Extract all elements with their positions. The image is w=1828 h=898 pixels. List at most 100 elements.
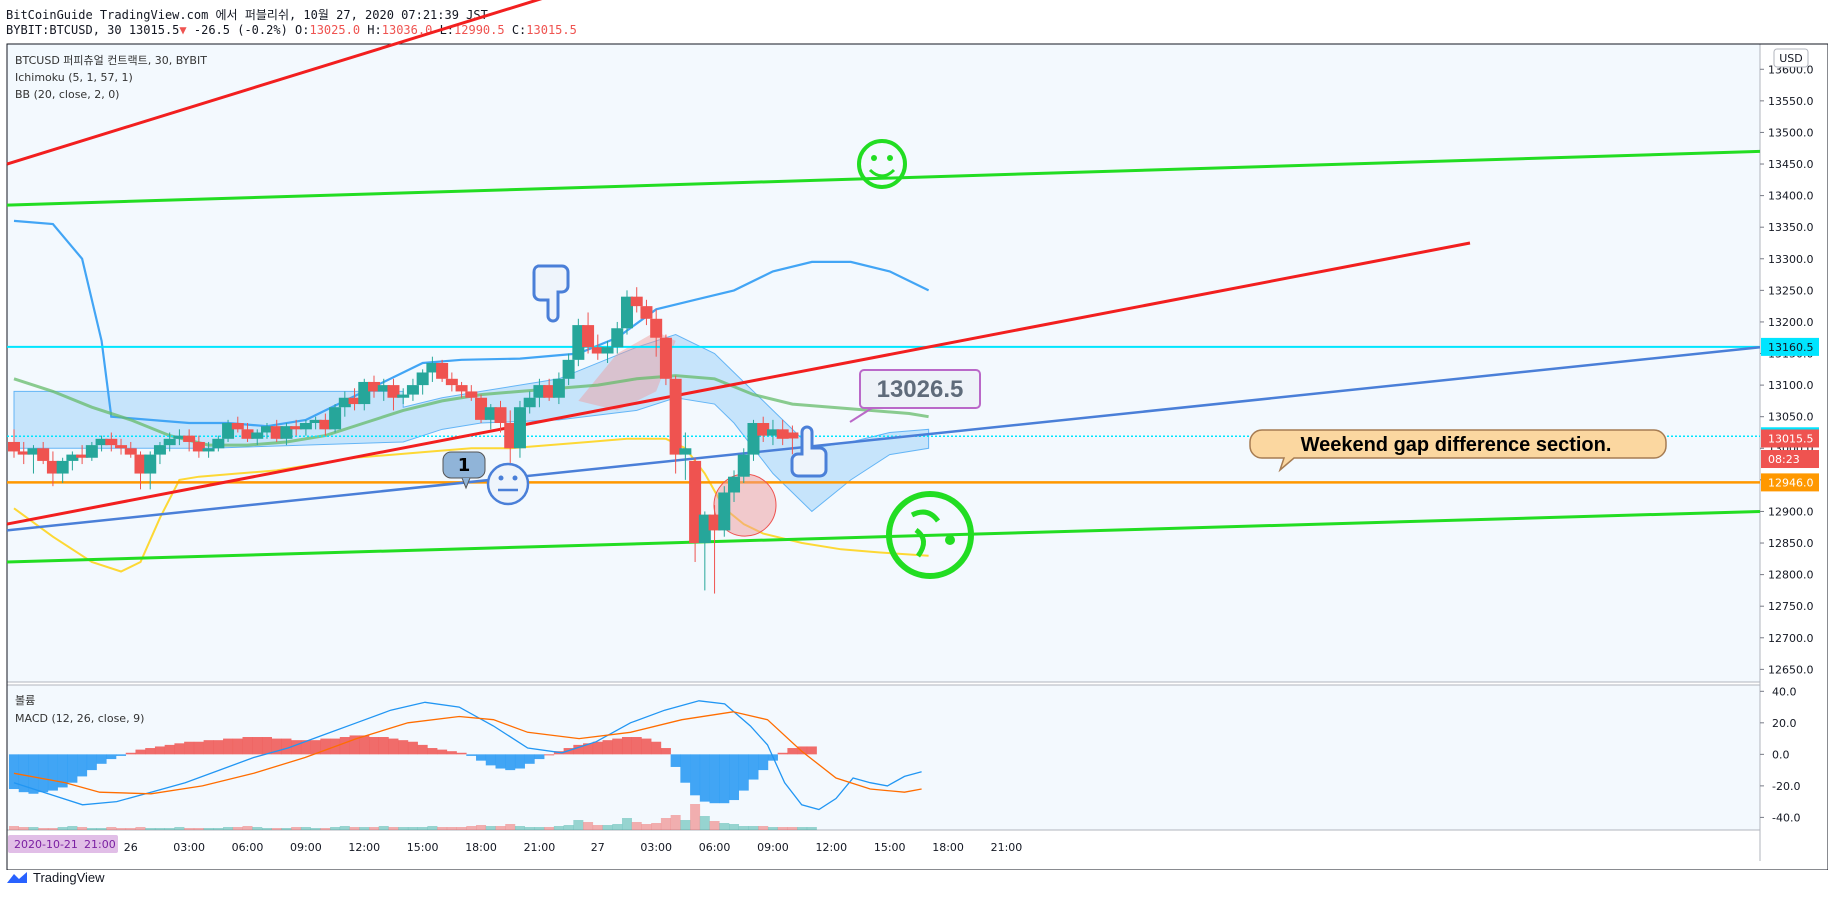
candle-body[interactable] <box>416 372 429 386</box>
candle-body[interactable] <box>299 423 312 430</box>
candle-body[interactable] <box>406 385 419 395</box>
candle-body[interactable] <box>46 460 59 474</box>
volume-bar <box>738 826 749 830</box>
candle-body[interactable] <box>757 423 770 436</box>
candle-body[interactable] <box>85 445 98 458</box>
candle-body[interactable] <box>76 454 89 458</box>
candle-body[interactable] <box>582 325 595 348</box>
candle-body[interactable] <box>708 514 721 531</box>
candle-body[interactable] <box>66 454 79 461</box>
candle-body[interactable] <box>572 325 585 360</box>
candle-body[interactable] <box>679 448 692 455</box>
time-tick-label: 06:00 <box>232 841 264 854</box>
candle-body[interactable] <box>523 397 536 408</box>
candle-body[interactable] <box>329 407 342 430</box>
candle-body[interactable] <box>124 448 137 455</box>
candle-body[interactable] <box>728 476 741 493</box>
candle-body[interactable] <box>270 426 283 439</box>
candle-body[interactable] <box>698 514 711 544</box>
candle-body[interactable] <box>134 454 147 474</box>
candle-body[interactable] <box>436 363 449 379</box>
macd-histogram-bar <box>339 737 350 755</box>
candle-body[interactable] <box>552 378 565 398</box>
candle-body[interactable] <box>309 419 322 424</box>
candle-body[interactable] <box>115 445 128 449</box>
candle-body[interactable] <box>251 432 264 439</box>
candle-body[interactable] <box>484 407 497 420</box>
candle-body[interactable] <box>776 429 789 439</box>
candle-body[interactable] <box>192 441 205 452</box>
candle-body[interactable] <box>513 407 526 449</box>
candle-body[interactable] <box>183 435 196 442</box>
candle-body[interactable] <box>601 347 614 354</box>
candle-body[interactable] <box>533 385 546 398</box>
candle-body[interactable] <box>368 381 381 392</box>
hand-shape <box>532 264 570 323</box>
candle-body[interactable] <box>222 423 235 439</box>
price-tick-label: 13300.0 <box>1768 253 1814 266</box>
candle-body[interactable] <box>358 381 371 405</box>
candle-body[interactable] <box>737 454 750 477</box>
candle-body[interactable] <box>153 445 166 455</box>
candle-body[interactable] <box>105 438 118 446</box>
candle-body[interactable] <box>27 448 40 455</box>
candle-body[interactable] <box>494 407 507 424</box>
candle-body[interactable] <box>202 448 215 452</box>
candle-body[interactable] <box>348 397 361 405</box>
candle-body[interactable] <box>455 385 468 392</box>
macd-histogram-bar <box>154 746 165 755</box>
candle-body[interactable] <box>786 432 799 439</box>
candle-body[interactable] <box>611 328 624 348</box>
candle-body[interactable] <box>280 426 293 439</box>
candle-body[interactable] <box>562 359 575 379</box>
candle-body[interactable] <box>144 454 157 474</box>
legend-bb: BB (20, close, 2, 0) <box>15 88 119 101</box>
candle-body[interactable] <box>338 397 351 408</box>
candle-body[interactable] <box>504 423 517 449</box>
candle-body[interactable] <box>231 423 244 430</box>
candle-body[interactable] <box>475 397 488 420</box>
volume-bar <box>154 828 165 830</box>
currency-badge[interactable] <box>1773 48 1809 68</box>
candle-body[interactable] <box>650 318 663 338</box>
candle-body[interactable] <box>659 337 672 379</box>
green-trendline-upper <box>6 149 1761 207</box>
candle-body[interactable] <box>173 435 186 439</box>
candle-body[interactable] <box>620 296 633 329</box>
candle-body[interactable] <box>397 394 410 398</box>
price-axis-label-text: 13160.5 <box>1768 341 1814 354</box>
candle-body[interactable] <box>319 419 332 430</box>
candle-body[interactable] <box>689 460 702 544</box>
candle-body[interactable] <box>747 423 760 455</box>
macd-pane <box>6 684 1761 831</box>
candle-body[interactable] <box>387 385 400 398</box>
candle-body[interactable] <box>95 438 108 446</box>
candle-body[interactable] <box>37 448 50 461</box>
candle-body[interactable] <box>17 451 30 455</box>
candle-body[interactable] <box>290 426 303 430</box>
candle-body[interactable] <box>212 438 225 449</box>
candle-body[interactable] <box>640 306 653 319</box>
candle-body[interactable] <box>543 385 556 398</box>
macd-histogram-bar <box>18 754 29 793</box>
candle-body[interactable] <box>766 429 779 436</box>
candle-body[interactable] <box>241 429 254 439</box>
candle-body[interactable] <box>426 363 439 373</box>
candle-body[interactable] <box>465 391 478 398</box>
tradingview-logo-icon <box>7 871 27 883</box>
candle-body[interactable] <box>630 296 643 307</box>
candle-body[interactable] <box>377 385 390 392</box>
candle-body[interactable] <box>163 438 176 446</box>
volume-bar <box>777 827 788 830</box>
candle-body[interactable] <box>718 492 731 531</box>
candle-body[interactable] <box>56 460 69 474</box>
time-tick-label: 21:00 <box>991 841 1023 854</box>
candle-body[interactable] <box>669 378 682 455</box>
candle-body[interactable] <box>8 441 20 452</box>
chart-canvas[interactable]: 13600.013550.013500.013450.013400.013350… <box>0 0 1828 870</box>
candle-body[interactable] <box>591 347 604 354</box>
candle-body[interactable] <box>260 426 273 433</box>
tradingview-brand[interactable]: TradingView <box>6 870 105 885</box>
volume-bar <box>77 827 88 830</box>
candle-body[interactable] <box>445 378 458 386</box>
